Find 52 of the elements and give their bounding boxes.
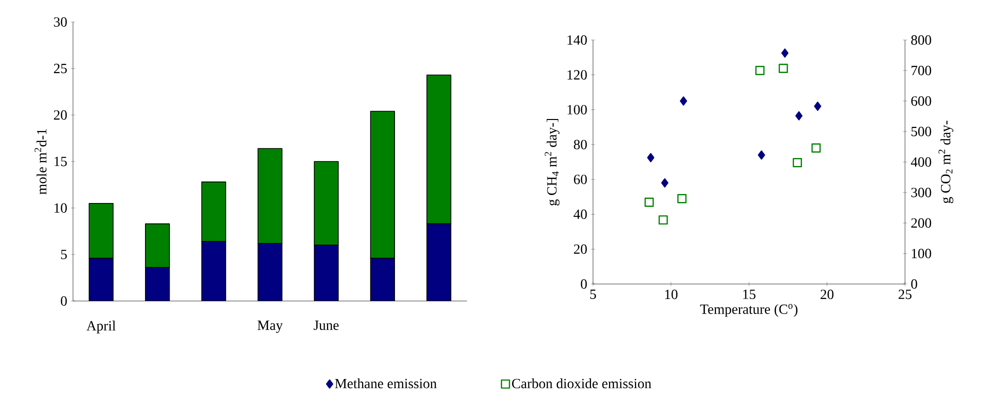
y2-axis-title: g CO$_{2}$ m$^{2}$ day- — [938, 120, 954, 204]
y-axis-title: mole m$^{2}$d-1 — [34, 129, 46, 194]
point — [792, 158, 802, 168]
point — [658, 215, 668, 225]
y-tick-label: 30 — [54, 17, 67, 27]
legend-label: Carbon dioxide emission — [512, 378, 652, 388]
y-tick-label: 60 — [574, 174, 587, 184]
point — [758, 150, 766, 160]
y2-tick-label: 700 — [912, 66, 932, 76]
y2-tick-label: 300 — [911, 188, 932, 198]
y2-tick-label: 800 — [911, 35, 932, 45]
point — [680, 96, 688, 106]
y-tick-label: 140 — [568, 35, 587, 45]
point — [755, 66, 765, 76]
y-tick-label: 15 — [54, 156, 67, 166]
y-tick-label: 10 — [54, 203, 67, 213]
point — [677, 194, 687, 204]
y2-tick-label: 400 — [910, 157, 932, 167]
x-tick-label: 15 — [743, 290, 756, 300]
x-tick-label: May — [258, 320, 283, 333]
x-tick-label: 10 — [665, 290, 678, 300]
x-tick-label: 5 — [590, 290, 596, 299]
x-tick-label: 25 — [898, 290, 912, 300]
y2-tick-label: 0 — [911, 279, 918, 289]
y-tick-label: 20 — [574, 244, 587, 254]
point — [795, 111, 803, 120]
legend-label: Methane emission — [335, 378, 437, 388]
point — [781, 48, 788, 58]
y-tick-label: 0 — [580, 279, 587, 289]
point — [811, 143, 821, 153]
point — [644, 198, 654, 207]
y2-tick-label: 200 — [911, 218, 932, 228]
y2-tick-label: 500 — [911, 126, 932, 136]
y-tick-label: 20 — [54, 110, 67, 120]
y-tick-label: 5 — [61, 250, 67, 260]
y-tick-label: 100 — [568, 104, 587, 114]
point — [778, 64, 788, 73]
point — [814, 102, 822, 111]
y-tick-label: 0 — [60, 296, 67, 306]
point — [647, 153, 654, 162]
x-tick-label: 20 — [820, 290, 834, 300]
y-tick-label: 40 — [574, 210, 587, 220]
y-tick-label: 80 — [574, 140, 587, 150]
x-axis-title: Temperature (C$^{o}$) — [700, 304, 798, 317]
y-tick-label: 120 — [568, 70, 587, 80]
x-tick-label: June — [314, 320, 339, 330]
y2-tick-label: 600 — [911, 96, 932, 106]
y-tick-label: 25 — [54, 64, 67, 74]
point — [661, 178, 668, 188]
y-axis-title: g CH$_{4}$ m$^{2}$ day-] — [544, 118, 560, 206]
x-tick-label: April — [86, 320, 116, 334]
y2-tick-label: 100 — [912, 248, 932, 258]
